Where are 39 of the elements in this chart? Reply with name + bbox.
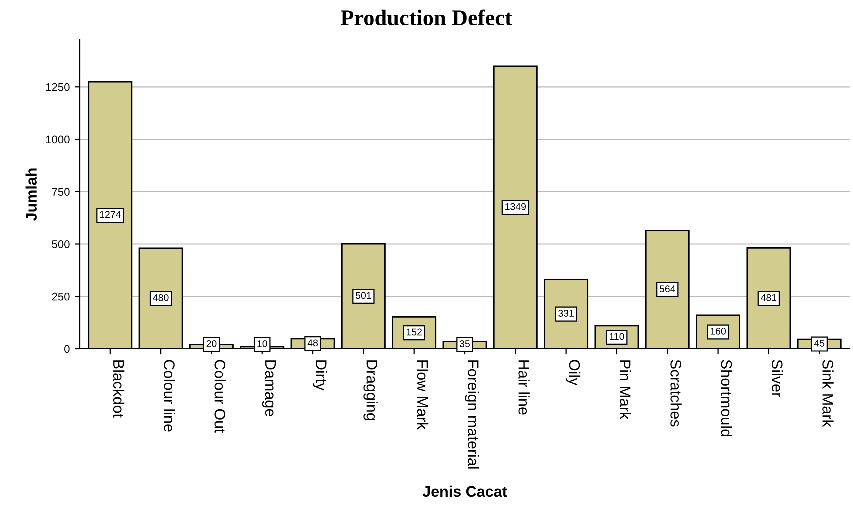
data-label: 481 xyxy=(761,294,777,302)
data-label: 331 xyxy=(558,310,574,317)
x-tick-label: Sink Mark xyxy=(822,360,834,428)
y-tick-label: 250 xyxy=(52,292,70,301)
x-tick-label: Foreign material xyxy=(465,360,480,469)
x-tick-label: Silver xyxy=(772,360,784,398)
data-label: 45 xyxy=(814,340,825,347)
x-tick-label: Shortmould xyxy=(721,360,733,437)
data-label: 564 xyxy=(660,286,676,293)
data-label: 48 xyxy=(308,340,318,347)
data-label: 501 xyxy=(356,292,372,300)
x-tick-label: Scratches xyxy=(670,360,682,427)
y-tick-label: 1000 xyxy=(46,136,70,144)
x-tick-label: Hair line xyxy=(518,360,530,415)
data-label: 160 xyxy=(710,328,726,335)
data-label: 1274 xyxy=(100,211,121,218)
x-tick-label: Pin Mark xyxy=(620,360,632,420)
x-tick-label: Dragging xyxy=(364,360,378,420)
data-label: 1349 xyxy=(506,203,526,210)
x-tick-label: Dirty xyxy=(313,360,328,391)
data-label: 35 xyxy=(460,340,470,348)
x-tick-label: Colour Out xyxy=(214,360,226,434)
chart-title: Production Defect xyxy=(340,10,512,26)
data-label: 10 xyxy=(258,340,268,348)
y-axis-title: Jumlah xyxy=(26,168,37,222)
data-label: 20 xyxy=(206,340,217,348)
x-axis-title: Jenis Cacat xyxy=(422,486,508,498)
y-tick-label: 500 xyxy=(52,240,70,248)
x-tick-label: Colour line xyxy=(164,360,176,432)
x-tick-label: Flow Mark xyxy=(417,360,429,430)
data-label: 110 xyxy=(610,333,624,340)
x-tick-label: Blackdot xyxy=(113,360,125,418)
data-label: 152 xyxy=(406,328,422,336)
data-label: 480 xyxy=(153,294,169,302)
y-tick-label: 1250 xyxy=(46,83,70,92)
x-tick-label: Oily xyxy=(566,360,581,386)
x-tick-label: Damage xyxy=(262,360,276,416)
y-tick-label: 0 xyxy=(64,345,70,354)
y-tick-label: 750 xyxy=(52,188,70,196)
